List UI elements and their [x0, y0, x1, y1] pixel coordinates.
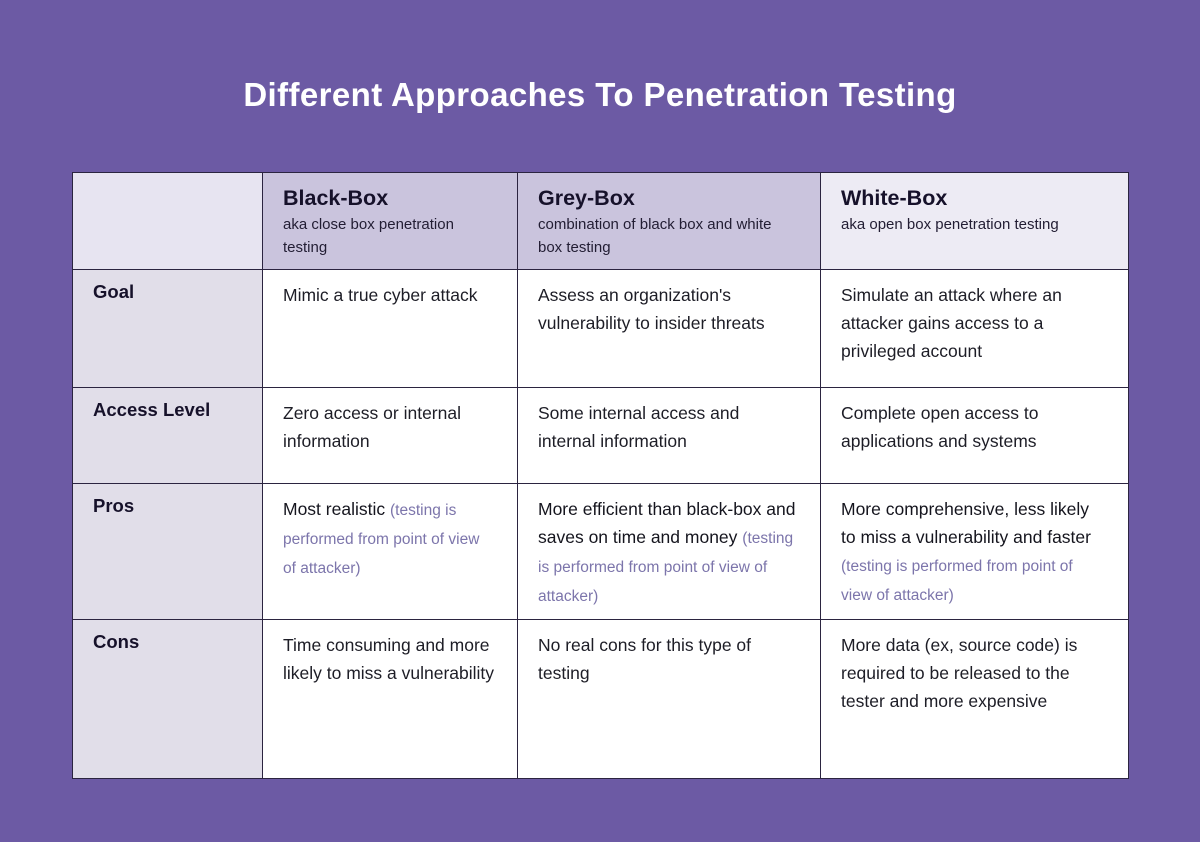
col-title-black-box: Black-Box: [283, 186, 389, 210]
cell-access-black-box: Zero access or internal information: [262, 387, 518, 484]
cell-text: Mimic a true cyber attack: [283, 285, 478, 305]
cell-text: Assess an organization's vulnerability t…: [538, 285, 765, 333]
cell-goal-grey-box: Assess an organization's vulnerability t…: [517, 269, 821, 388]
cell-text: Most realistic: [283, 499, 386, 519]
row-label-access-level: Access Level: [72, 387, 263, 484]
cell-text: More data (ex, source code) is required …: [841, 635, 1078, 712]
cell-text: More comprehensive, less likely to miss …: [841, 499, 1091, 547]
cell-goal-white-box: Simulate an attack where an attacker gai…: [820, 269, 1129, 388]
row-label-goal: Goal: [72, 269, 263, 388]
col-title-grey-box: Grey-Box: [538, 186, 635, 210]
col-header-black-box: Black-Box aka close box penetration test…: [262, 172, 518, 270]
cell-goal-black-box: Mimic a true cyber attack: [262, 269, 518, 388]
header-row: Black-Box aka close box penetration test…: [72, 172, 1129, 270]
cell-text: Complete open access to applications and…: [841, 403, 1039, 451]
cell-access-grey-box: Some internal access and internal inform…: [517, 387, 821, 484]
cell-note: (testing is performed from point of view…: [841, 558, 1073, 604]
row-label-cons: Cons: [72, 619, 263, 780]
cell-text: No real cons for this type of testing: [538, 635, 752, 684]
row-label-pros: Pros: [72, 482, 263, 621]
col-subtitle-grey-box: combination of black box and white box t…: [538, 216, 772, 256]
cell-pros-grey-box: More efficient than black-box and saves …: [517, 482, 821, 621]
table-row-access-level: Access Level Zero access or internal inf…: [72, 387, 1129, 484]
table-row-cons: Cons Time consuming and more likely to m…: [72, 619, 1129, 780]
table-row-goal: Goal Mimic a true cyber attack Assess an…: [72, 269, 1129, 388]
cell-pros-white-box: More comprehensive, less likely to miss …: [820, 482, 1129, 621]
cell-note: (testing is performed from point of view…: [538, 530, 794, 605]
cell-text: Time consuming and more likely to miss a…: [283, 635, 495, 684]
cell-cons-grey-box: No real cons for this type of testing: [517, 619, 821, 780]
cell-text: More efficient than black-box and saves …: [538, 499, 796, 547]
cell-cons-black-box: Time consuming and more likely to miss a…: [262, 619, 518, 780]
table-row-pros: Pros Most realistic (testing is performe…: [72, 482, 1129, 621]
cell-text: Some internal access and internal inform…: [538, 403, 740, 451]
cell-access-white-box: Complete open access to applications and…: [820, 387, 1129, 484]
col-header-white-box: White-Box aka open box penetration testi…: [820, 172, 1129, 270]
cell-note: (testing is performed from point of view…: [283, 502, 480, 577]
comparison-table: Black-Box aka close box penetration test…: [72, 172, 1129, 780]
page-title: Different Approaches To Penetration Test…: [243, 76, 957, 113]
col-subtitle-white-box: aka open box penetration testing: [841, 216, 1059, 233]
cell-pros-black-box: Most realistic (testing is performed fro…: [262, 482, 518, 621]
cell-text: Zero access or internal information: [283, 403, 461, 451]
col-subtitle-black-box: aka close box penetration testing: [283, 216, 454, 256]
col-title-white-box: White-Box: [841, 186, 948, 210]
cell-cons-white-box: More data (ex, source code) is required …: [820, 619, 1129, 780]
cell-text: Simulate an attack where an attacker gai…: [841, 285, 1062, 361]
col-header-grey-box: Grey-Box combination of black box and wh…: [517, 172, 821, 270]
table-corner-cell: [72, 172, 263, 270]
